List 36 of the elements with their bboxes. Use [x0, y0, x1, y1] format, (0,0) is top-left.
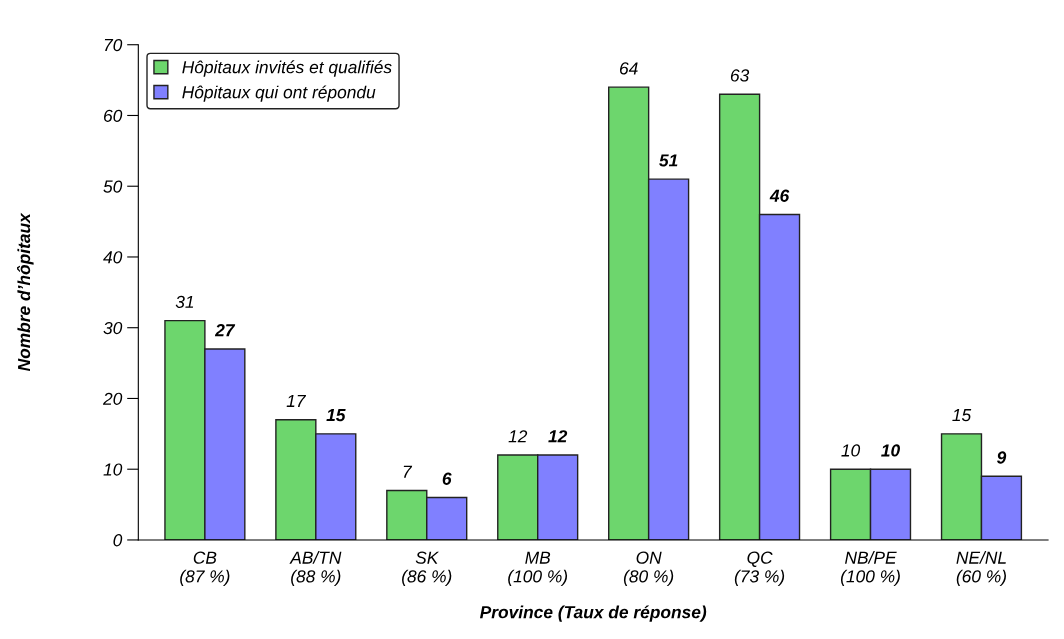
- y-tick-label: 60: [104, 109, 123, 122]
- x-tick-label: QC (73 %): [734, 551, 785, 586]
- x-tick-label: AB/TN (88 %): [289, 551, 342, 586]
- y-axis-title: Nombre d’hôpitaux: [17, 212, 34, 372]
- x-tick-label: NE/NL (60 %): [956, 551, 1007, 586]
- data-label: 46: [769, 189, 790, 202]
- data-label: 27: [214, 324, 236, 337]
- y-tick-label: 0: [113, 534, 123, 547]
- data-label: 31: [175, 295, 194, 309]
- data-label: 51: [659, 154, 678, 167]
- data-label: 12: [508, 430, 528, 443]
- y-tick-label: 70: [104, 38, 123, 52]
- legend-label: Hôpitaux invités et qualifiés: [182, 60, 392, 77]
- y-tick-label: 30: [103, 321, 123, 335]
- data-label: 12: [548, 430, 568, 443]
- data-label: 64: [620, 62, 638, 75]
- x-tick-label: ON (80 %): [623, 551, 674, 586]
- data-label: 10: [841, 444, 861, 457]
- x-tick-label: SK (86 %): [402, 551, 452, 586]
- data-label: 17: [286, 394, 307, 407]
- data-label: 7: [403, 465, 413, 478]
- x-tick-label: CB (87 %): [180, 551, 230, 586]
- x-axis-title: Province (Taux de réponse): [479, 605, 707, 622]
- legend-label: Hôpitaux qui ont répondu: [182, 85, 376, 102]
- data-label: 15: [326, 409, 346, 422]
- x-tick-label: NB/PE (100 %): [840, 551, 900, 586]
- y-tick-label: 10: [103, 463, 123, 476]
- data-label: 63: [730, 69, 750, 82]
- data-label: 10: [881, 444, 900, 457]
- data-label: 9: [997, 451, 1007, 464]
- data-label: 6: [442, 472, 452, 485]
- y-tick-label: 20: [102, 392, 123, 405]
- data-label: 15: [952, 409, 972, 422]
- y-tick-label: 50: [103, 180, 123, 193]
- x-tick-label: MB (100 %): [508, 551, 568, 586]
- y-tick-label: 40: [103, 251, 123, 264]
